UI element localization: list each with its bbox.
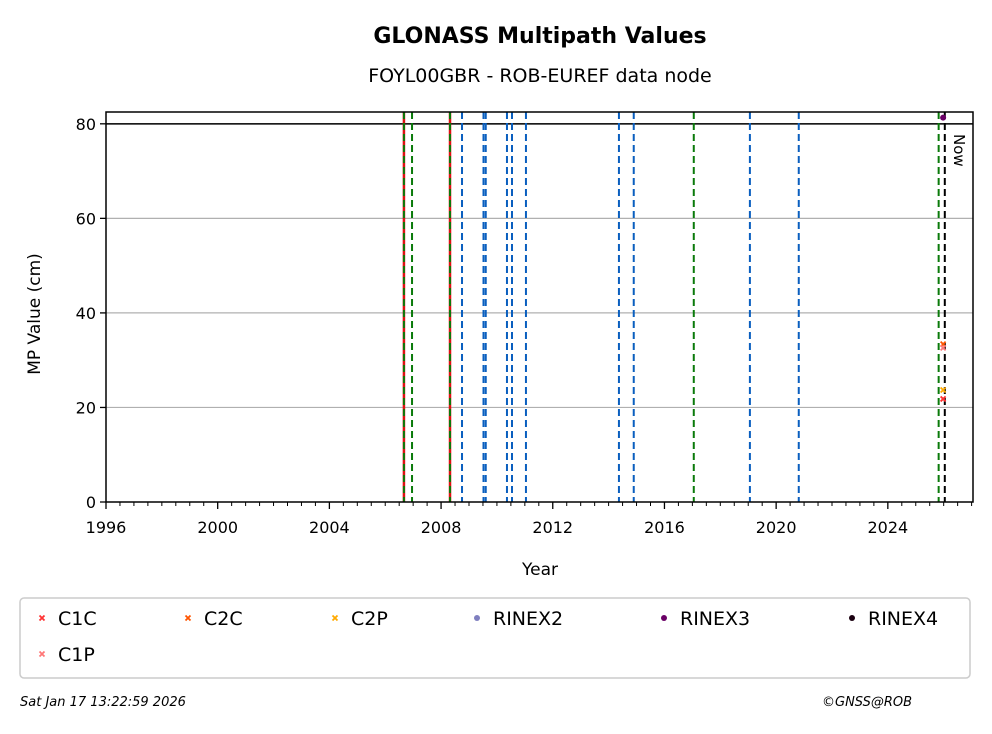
data-point-c2p	[939, 386, 947, 394]
y-tick-label: 80	[76, 115, 96, 134]
y-tick-label: 20	[76, 398, 96, 417]
x-tick-label: 2004	[309, 518, 350, 537]
legend-marker-rinex3	[661, 615, 667, 621]
legend-label: RINEX3	[680, 608, 750, 630]
x-tick-label: 2000	[197, 518, 238, 537]
x-tick-label: 2012	[532, 518, 573, 537]
legend-box	[19, 597, 971, 679]
legend-marker-c2c	[184, 614, 192, 622]
legend: C1C C2C C2P RINEX2 RINEX3 RINEX4 C1P	[38, 608, 938, 666]
x-axis-label: Year	[521, 560, 558, 580]
chart-subtitle: FOYL00GBR - ROB-EUREF data node	[368, 65, 712, 87]
chart-title: GLONASS Multipath Values	[373, 24, 706, 49]
x-tick-label: 2016	[644, 518, 685, 537]
legend-marker-rinex4	[849, 615, 855, 621]
y-tick-label: 60	[76, 209, 96, 228]
x-axis: 1996 2000 2004 2008 2012 2016 2020 2024	[86, 502, 973, 537]
data-point-rinex3	[940, 114, 947, 121]
plot-frame	[105, 111, 974, 503]
grid-lines	[106, 123, 973, 409]
event-lines	[402, 112, 946, 502]
legend-label: C1P	[58, 644, 95, 666]
legend-marker-c2p	[331, 614, 339, 622]
x-tick-label: 2008	[421, 518, 462, 537]
legend-marker-rinex2	[474, 615, 480, 621]
data-point-c1p	[939, 344, 947, 352]
legend-label: C1C	[58, 608, 97, 630]
data-point-c1c	[939, 395, 947, 403]
copyright: ©GNSS@ROB	[822, 695, 913, 710]
legend-label: C2P	[351, 608, 388, 630]
x-tick-label: 2024	[867, 518, 908, 537]
now-label: Now	[950, 134, 968, 167]
x-tick-label: 1996	[86, 518, 127, 537]
y-tick-label: 0	[86, 493, 96, 512]
legend-label: RINEX4	[868, 608, 938, 630]
y-tick-label: 40	[76, 304, 96, 323]
timestamp: Sat Jan 17 13:22:59 2026	[20, 695, 186, 710]
legend-label: RINEX2	[493, 608, 563, 630]
data-points	[939, 114, 947, 403]
legend-marker-c1p	[38, 650, 46, 658]
y-axis: 0 20 40 60 80	[76, 115, 106, 512]
legend-marker-c1c	[38, 614, 46, 622]
y-axis-label: MP Value (cm)	[25, 253, 45, 375]
legend-label: C2C	[204, 608, 243, 630]
x-tick-label: 2020	[756, 518, 797, 537]
